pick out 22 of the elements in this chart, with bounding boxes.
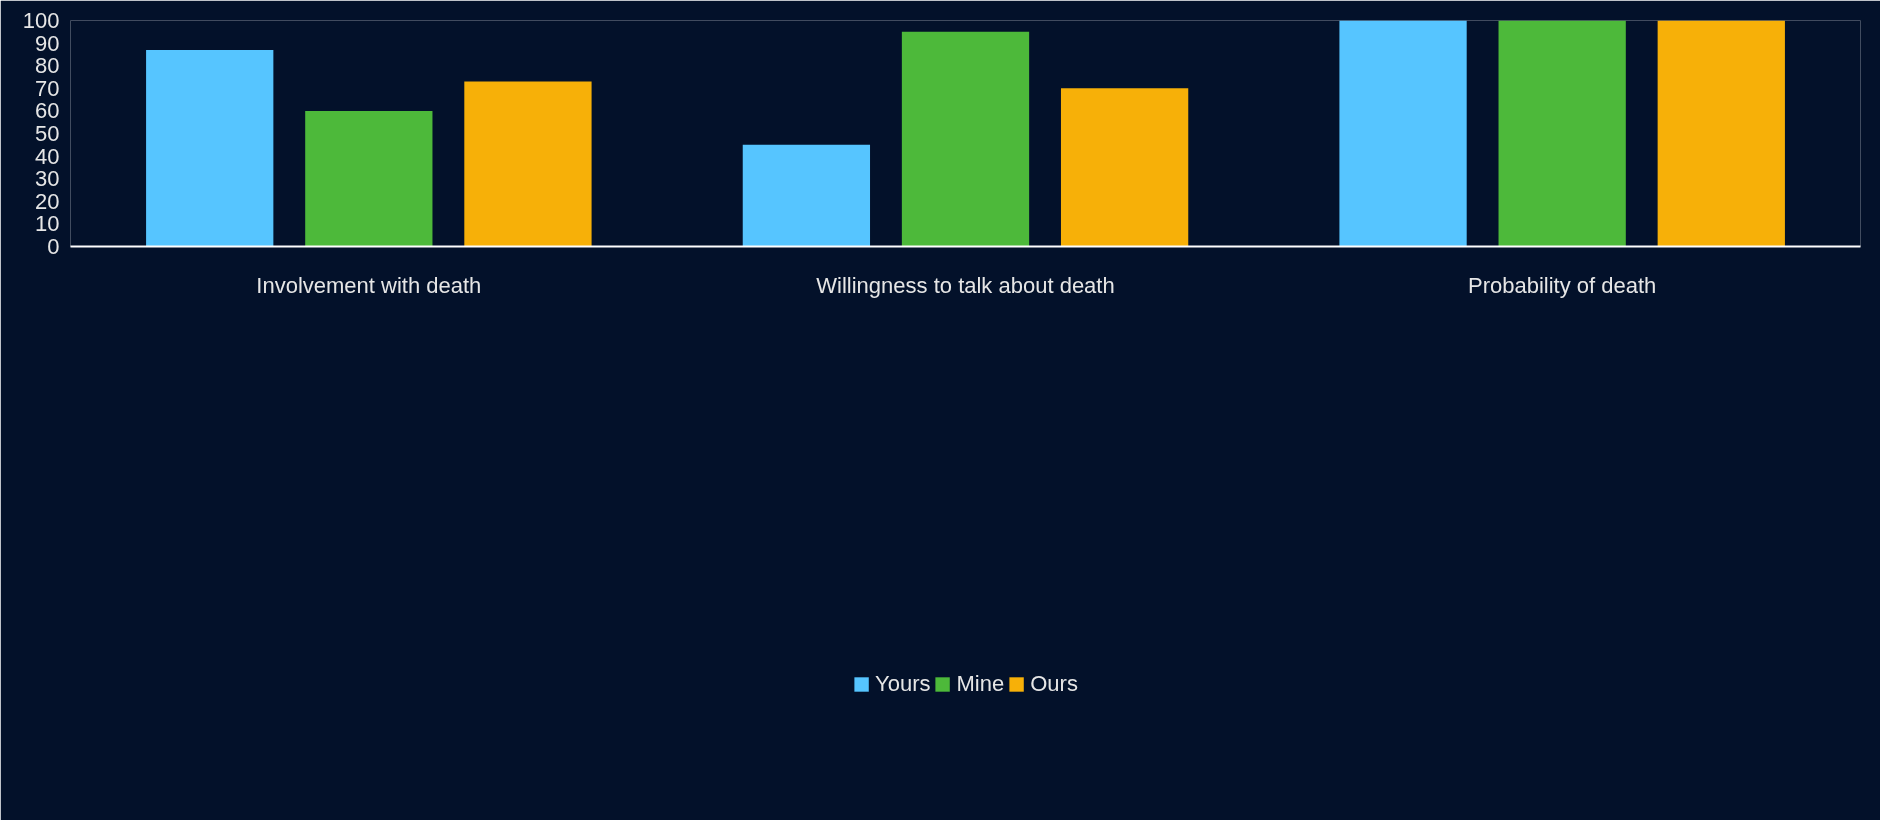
bar bbox=[1498, 20, 1626, 247]
bar bbox=[305, 110, 433, 247]
y-tick-label: 60 bbox=[35, 98, 60, 124]
bar bbox=[1657, 20, 1785, 247]
y-tick-label: 10 bbox=[35, 211, 60, 237]
y-tick-label: 100 bbox=[22, 8, 60, 33]
bar bbox=[742, 144, 871, 247]
legend-label: Ours bbox=[1030, 670, 1078, 697]
x-tick-label: Willingness to talk about death bbox=[816, 272, 1115, 298]
y-tick-label: 0 bbox=[47, 234, 60, 259]
y-tick-label: 40 bbox=[35, 143, 60, 169]
x-tick-label: Probability of death bbox=[1468, 272, 1657, 298]
bar bbox=[1060, 88, 1189, 247]
bar bbox=[1339, 20, 1467, 247]
legend-label: Yours bbox=[875, 670, 931, 697]
bar bbox=[464, 81, 592, 247]
legend-label: Mine bbox=[956, 670, 1005, 697]
y-tick-label: 50 bbox=[35, 121, 60, 146]
x-tick-label: Involvement with death bbox=[256, 272, 482, 298]
bar bbox=[146, 49, 274, 247]
bar bbox=[901, 31, 1030, 247]
y-tick-label: 90 bbox=[35, 30, 60, 56]
